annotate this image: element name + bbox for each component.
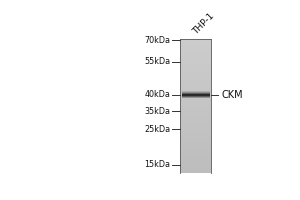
Text: 40kDa: 40kDa xyxy=(145,90,170,99)
Bar xyxy=(181,96,211,98)
Text: 70kDa: 70kDa xyxy=(145,36,170,45)
Bar xyxy=(181,101,211,103)
Bar xyxy=(181,103,211,105)
Bar xyxy=(181,125,211,126)
Bar xyxy=(181,81,211,83)
Bar xyxy=(181,143,211,145)
Bar xyxy=(181,98,211,100)
Bar xyxy=(181,63,211,65)
Bar xyxy=(181,75,211,76)
Bar xyxy=(181,48,211,49)
Bar xyxy=(181,90,211,91)
Bar xyxy=(181,54,211,56)
Bar xyxy=(181,118,211,120)
Bar xyxy=(181,70,211,71)
Bar xyxy=(181,113,211,115)
Bar xyxy=(181,110,211,111)
Bar xyxy=(181,66,211,68)
Bar xyxy=(181,133,211,135)
Bar xyxy=(181,100,211,101)
Bar xyxy=(181,108,211,110)
Bar xyxy=(182,93,210,94)
Bar xyxy=(181,59,211,61)
Bar xyxy=(181,158,211,160)
Bar xyxy=(181,126,211,128)
Bar xyxy=(181,157,211,158)
Text: THP-1: THP-1 xyxy=(192,11,217,36)
Bar xyxy=(181,51,211,53)
Bar xyxy=(181,71,211,73)
Bar xyxy=(181,44,211,46)
Text: 25kDa: 25kDa xyxy=(144,125,170,134)
Bar xyxy=(182,97,210,98)
Bar xyxy=(181,106,211,108)
Bar xyxy=(181,167,211,168)
Bar xyxy=(181,152,211,153)
Bar xyxy=(181,155,211,157)
Bar xyxy=(181,39,211,41)
Bar xyxy=(182,96,210,97)
Bar xyxy=(181,80,211,81)
Bar xyxy=(181,168,211,170)
Bar xyxy=(181,145,211,147)
Bar xyxy=(181,78,211,80)
Bar xyxy=(181,153,211,155)
Bar xyxy=(181,58,211,59)
Bar xyxy=(181,68,211,70)
Text: 55kDa: 55kDa xyxy=(144,57,170,66)
Bar xyxy=(181,140,211,142)
Bar xyxy=(181,172,211,173)
Bar xyxy=(181,165,211,167)
Bar xyxy=(181,61,211,63)
Bar xyxy=(181,120,211,121)
Bar xyxy=(181,121,211,123)
Bar xyxy=(181,148,211,150)
Bar xyxy=(181,65,211,66)
Bar xyxy=(181,137,211,138)
Bar xyxy=(181,135,211,137)
Bar xyxy=(181,128,211,130)
Bar xyxy=(181,83,211,85)
Bar xyxy=(181,76,211,78)
Bar xyxy=(181,160,211,162)
Bar xyxy=(181,56,211,58)
Bar xyxy=(182,92,210,93)
Bar xyxy=(181,116,211,118)
Bar xyxy=(181,123,211,125)
Bar xyxy=(181,138,211,140)
Bar xyxy=(181,162,211,163)
Text: 15kDa: 15kDa xyxy=(145,160,170,169)
Bar xyxy=(181,46,211,48)
Bar xyxy=(181,130,211,132)
Bar xyxy=(181,105,211,106)
Text: CKM: CKM xyxy=(221,90,243,100)
Bar xyxy=(181,111,211,113)
Bar xyxy=(181,170,211,172)
Bar xyxy=(181,88,211,90)
Bar xyxy=(181,49,211,51)
Bar xyxy=(181,95,211,96)
Bar xyxy=(181,142,211,143)
Bar xyxy=(181,85,211,86)
Bar xyxy=(181,147,211,148)
Bar xyxy=(181,163,211,165)
Bar xyxy=(181,150,211,152)
Bar xyxy=(181,91,211,93)
Bar xyxy=(182,91,210,92)
Bar xyxy=(182,94,210,95)
Bar xyxy=(181,93,211,95)
Bar xyxy=(181,132,211,133)
Bar xyxy=(181,115,211,116)
Bar xyxy=(182,95,210,96)
Bar xyxy=(181,86,211,88)
Bar xyxy=(181,53,211,54)
Bar xyxy=(181,41,211,43)
Text: 35kDa: 35kDa xyxy=(145,107,170,116)
Bar xyxy=(181,73,211,75)
Bar xyxy=(181,43,211,44)
